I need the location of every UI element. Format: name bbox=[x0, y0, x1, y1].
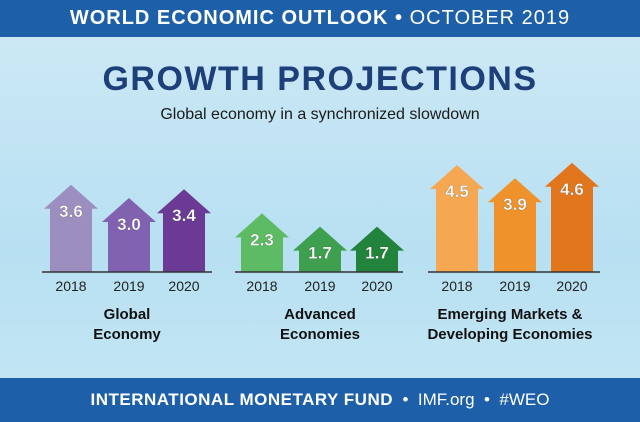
separator: • bbox=[484, 390, 490, 409]
growth-arrow-bar bbox=[44, 184, 98, 272]
group-label-advanced: Advanced Economies bbox=[279, 306, 361, 343]
data-label: 1.7 bbox=[365, 244, 389, 263]
separator: • bbox=[395, 7, 404, 29]
group-label-global: Global Economy bbox=[93, 306, 161, 343]
data-label: 3.9 bbox=[503, 195, 527, 214]
page-title: GROWTH PROJECTIONS bbox=[102, 60, 538, 98]
subtitle: Global economy in a synchronized slowdow… bbox=[160, 106, 480, 123]
growth-arrow-bar bbox=[235, 213, 289, 272]
growth-arrow-bar bbox=[545, 162, 599, 272]
footer-site-link[interactable]: IMF.org bbox=[417, 390, 475, 409]
year-tick-label: 2020 bbox=[556, 278, 587, 294]
data-label: 3.0 bbox=[117, 215, 141, 234]
data-label: 4.6 bbox=[560, 180, 584, 199]
data-label: 4.5 bbox=[445, 182, 469, 201]
year-tick-label: 2020 bbox=[361, 278, 392, 294]
footer-hashtag: #WEO bbox=[499, 390, 550, 409]
data-label: 1.7 bbox=[308, 244, 332, 263]
header-banner: WORLD ECONOMIC OUTLOOK • OCTOBER 2019 bbox=[0, 0, 640, 37]
footer-banner: INTERNATIONAL MONETARY FUND • IMF.org • … bbox=[0, 378, 640, 422]
growth-arrow-bar bbox=[157, 189, 211, 272]
header-date: OCTOBER 2019 bbox=[409, 7, 571, 29]
year-tick-label: 2020 bbox=[168, 278, 199, 294]
year-tick-label: 2019 bbox=[113, 278, 144, 294]
growth-arrow-bar bbox=[102, 198, 156, 272]
year-tick-label: 2018 bbox=[55, 278, 86, 294]
data-label: 3.6 bbox=[59, 202, 83, 221]
data-label: 3.4 bbox=[172, 206, 196, 225]
growth-arrow-bar bbox=[488, 178, 542, 272]
year-tick-label: 2019 bbox=[499, 278, 530, 294]
separator: • bbox=[402, 390, 409, 409]
group-label-emerging: Emerging Markets & Developing Economies bbox=[427, 306, 593, 343]
year-tick-label: 2018 bbox=[246, 278, 277, 294]
header-title: WORLD ECONOMIC OUTLOOK bbox=[69, 7, 389, 29]
footer-org: INTERNATIONAL MONETARY FUND bbox=[90, 390, 394, 409]
year-tick-label: 2018 bbox=[441, 278, 472, 294]
growth-arrow-bar bbox=[430, 165, 484, 272]
growth-arrow-bar bbox=[293, 226, 347, 272]
growth-arrow-bar bbox=[350, 226, 404, 272]
year-tick-label: 2019 bbox=[304, 278, 335, 294]
data-label: 2.3 bbox=[250, 230, 274, 249]
